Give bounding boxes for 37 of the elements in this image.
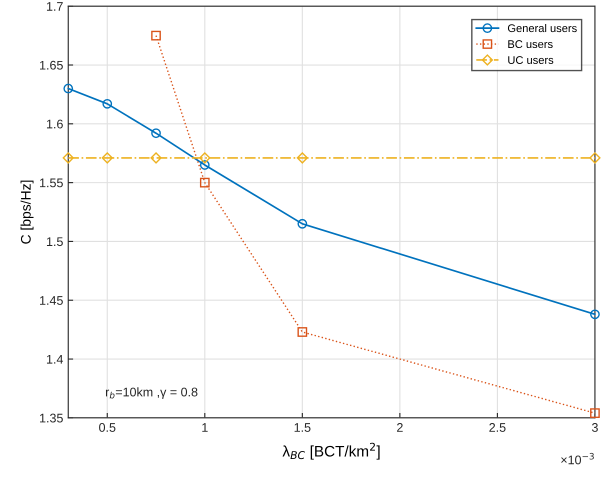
x-tick-label: 0.5 [99, 423, 116, 432]
point [102, 152, 113, 164]
x-axis-title: λ$_{BC}$ [BCT/km$^{2}$] [282, 442, 380, 460]
point [200, 178, 210, 188]
point [297, 327, 308, 337]
point [199, 152, 210, 164]
point [589, 152, 601, 164]
y-tick-label: 1.55 [40, 178, 63, 188]
point [151, 128, 161, 138]
y-tick-label: 1.65 [40, 60, 63, 70]
x-tick-label: 3 [592, 423, 598, 432]
point [151, 30, 161, 40]
point [62, 152, 74, 164]
x-tick-label: 2.5 [489, 423, 506, 432]
y-tick-label: 1.45 [40, 296, 63, 305]
legend-label: UC users [508, 56, 554, 64]
point [590, 408, 600, 418]
x-tick-label: 2 [397, 423, 403, 432]
y-tick-label: 1.6 [46, 120, 63, 128]
point [590, 309, 600, 320]
point [150, 152, 162, 164]
x-tick-label: 1 [202, 423, 208, 432]
legend-label: General users [508, 24, 577, 32]
point [63, 84, 74, 94]
y-tick-label: 1.4 [46, 354, 64, 364]
y-axis-title: C [bps/Hz] [20, 180, 34, 244]
point [200, 160, 210, 170]
y-tick-label: 1.35 [40, 414, 63, 423]
annotation: r$_{b}$=10km ,γ = 0.8 [106, 387, 198, 399]
text: ×10$^{−3}$ [561, 452, 594, 464]
point [297, 218, 308, 229]
point [102, 98, 112, 109]
y-tick-label: 1.7 [46, 2, 63, 11]
point [296, 152, 308, 164]
legend-label: BC users [508, 40, 553, 48]
y-tick-label: 1.5 [46, 237, 63, 246]
x-tick-label: 1.5 [294, 423, 310, 432]
